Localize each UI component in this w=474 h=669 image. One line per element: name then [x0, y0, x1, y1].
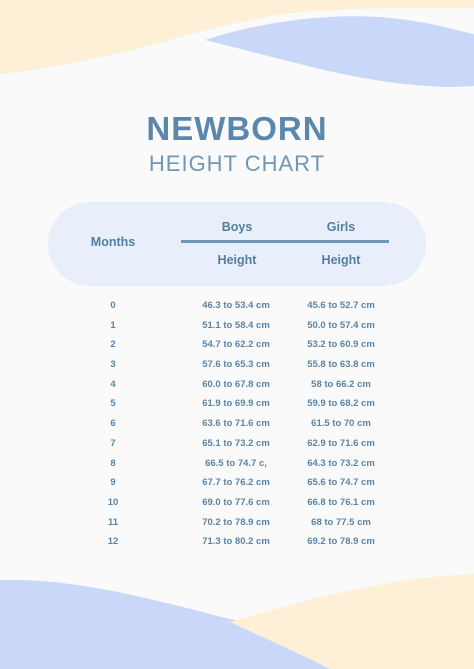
table-row: 8 66.5 to 74.7 c, 64.3 to 73.2 cm	[0, 457, 474, 477]
top-wave-decoration	[0, 0, 474, 87]
girls-height-cell: 66.8 to 76.1 cm	[307, 496, 375, 508]
table-row: 5 61.9 to 69.9 cm 59.9 to 68.2 cm	[0, 397, 474, 417]
boys-height-cell: 67.7 to 76.2 cm	[202, 477, 270, 489]
header-divider	[181, 240, 389, 243]
month-cell: 8	[110, 457, 116, 469]
boys-height-cell: 70.2 to 78.9 cm	[202, 516, 270, 528]
month-cell: 5	[110, 398, 116, 410]
table-row: 2 54.7 to 62.2 cm 53.2 to 60.9 cm	[0, 338, 474, 358]
table-row: 10 69.0 to 77.6 cm 66.8 to 76.1 cm	[0, 496, 474, 516]
header-girls: Girls	[326, 220, 356, 234]
table-row: 6 63.6 to 71.6 cm 61.5 to 70 cm	[0, 417, 474, 437]
girls-height-cell: 53.2 to 60.9 cm	[307, 339, 375, 351]
girls-height-cell: 55.8 to 63.8 cm	[307, 359, 375, 371]
month-cell: 1	[110, 319, 116, 331]
month-cell: 7	[110, 437, 116, 449]
month-cell: 12	[107, 536, 119, 548]
month-cell: 3	[110, 359, 116, 371]
girls-height-cell: 64.3 to 73.2 cm	[307, 457, 375, 469]
table-row: 0 46.3 to 53.4 cm 45.6 to 52.7 cm	[0, 299, 474, 319]
boys-height-cell: 61.9 to 69.9 cm	[202, 398, 270, 410]
boys-height-cell: 51.1 to 58.4 cm	[202, 319, 270, 331]
height-table-body: 0 46.3 to 53.4 cm 45.6 to 52.7 cm 1 51.1…	[0, 299, 474, 555]
table-row: 3 57.6 to 65.3 cm 55.8 to 63.8 cm	[0, 358, 474, 378]
table-header-background	[48, 202, 426, 286]
girls-height-cell: 58 to 66.2 cm	[311, 378, 371, 390]
month-cell: 9	[110, 477, 116, 489]
table-row: 12 71.3 to 80.2 cm 69.2 to 78.9 cm	[0, 535, 474, 555]
table-row: 9 67.7 to 76.2 cm 65.6 to 74.7 cm	[0, 476, 474, 496]
header-boys-height: Height	[217, 253, 257, 267]
girls-height-cell: 65.6 to 74.7 cm	[307, 477, 375, 489]
girls-height-cell: 50.0 to 57.4 cm	[307, 319, 375, 331]
boys-height-cell: 57.6 to 65.3 cm	[202, 359, 270, 371]
table-row: 11 70.2 to 78.9 cm 68 to 77.5 cm	[0, 516, 474, 536]
month-cell: 11	[107, 516, 119, 528]
girls-height-cell: 61.5 to 70 cm	[311, 418, 371, 430]
boys-height-cell: 60.0 to 67.8 cm	[202, 378, 270, 390]
table-row: 1 51.1 to 58.4 cm 50.0 to 57.4 cm	[0, 319, 474, 339]
boys-height-cell: 65.1 to 73.2 cm	[202, 437, 270, 449]
boys-height-cell: 63.6 to 71.6 cm	[202, 418, 270, 430]
month-cell: 6	[110, 418, 116, 430]
month-cell: 0	[110, 300, 116, 311]
header-girls-height: Height	[321, 253, 361, 267]
girls-height-cell: 62.9 to 71.6 cm	[307, 437, 375, 449]
boys-height-cell: 46.3 to 53.4 cm	[202, 300, 270, 311]
header-months: Months	[90, 235, 136, 249]
header-boys: Boys	[221, 220, 253, 234]
boys-height-cell: 66.5 to 74.7 c,	[205, 457, 267, 469]
girls-height-cell: 68 to 77.5 cm	[311, 516, 371, 528]
girls-height-cell: 69.2 to 78.9 cm	[307, 536, 375, 548]
bottom-wave-decoration	[0, 574, 474, 669]
girls-height-cell: 45.6 to 52.7 cm	[307, 300, 375, 311]
page-title: NEWBORN	[146, 110, 328, 147]
boys-height-cell: 54.7 to 62.2 cm	[202, 339, 270, 351]
table-row: 4 60.0 to 67.8 cm 58 to 66.2 cm	[0, 378, 474, 398]
boys-height-cell: 69.0 to 77.6 cm	[202, 496, 270, 508]
table-row: 7 65.1 to 73.2 cm 62.9 to 71.6 cm	[0, 437, 474, 457]
page-subtitle: HEIGHT CHART	[148, 151, 326, 176]
month-cell: 2	[110, 339, 116, 351]
month-cell: 10	[107, 496, 119, 508]
girls-height-cell: 59.9 to 68.2 cm	[307, 398, 375, 410]
month-cell: 4	[110, 378, 116, 390]
boys-height-cell: 71.3 to 80.2 cm	[202, 536, 270, 548]
